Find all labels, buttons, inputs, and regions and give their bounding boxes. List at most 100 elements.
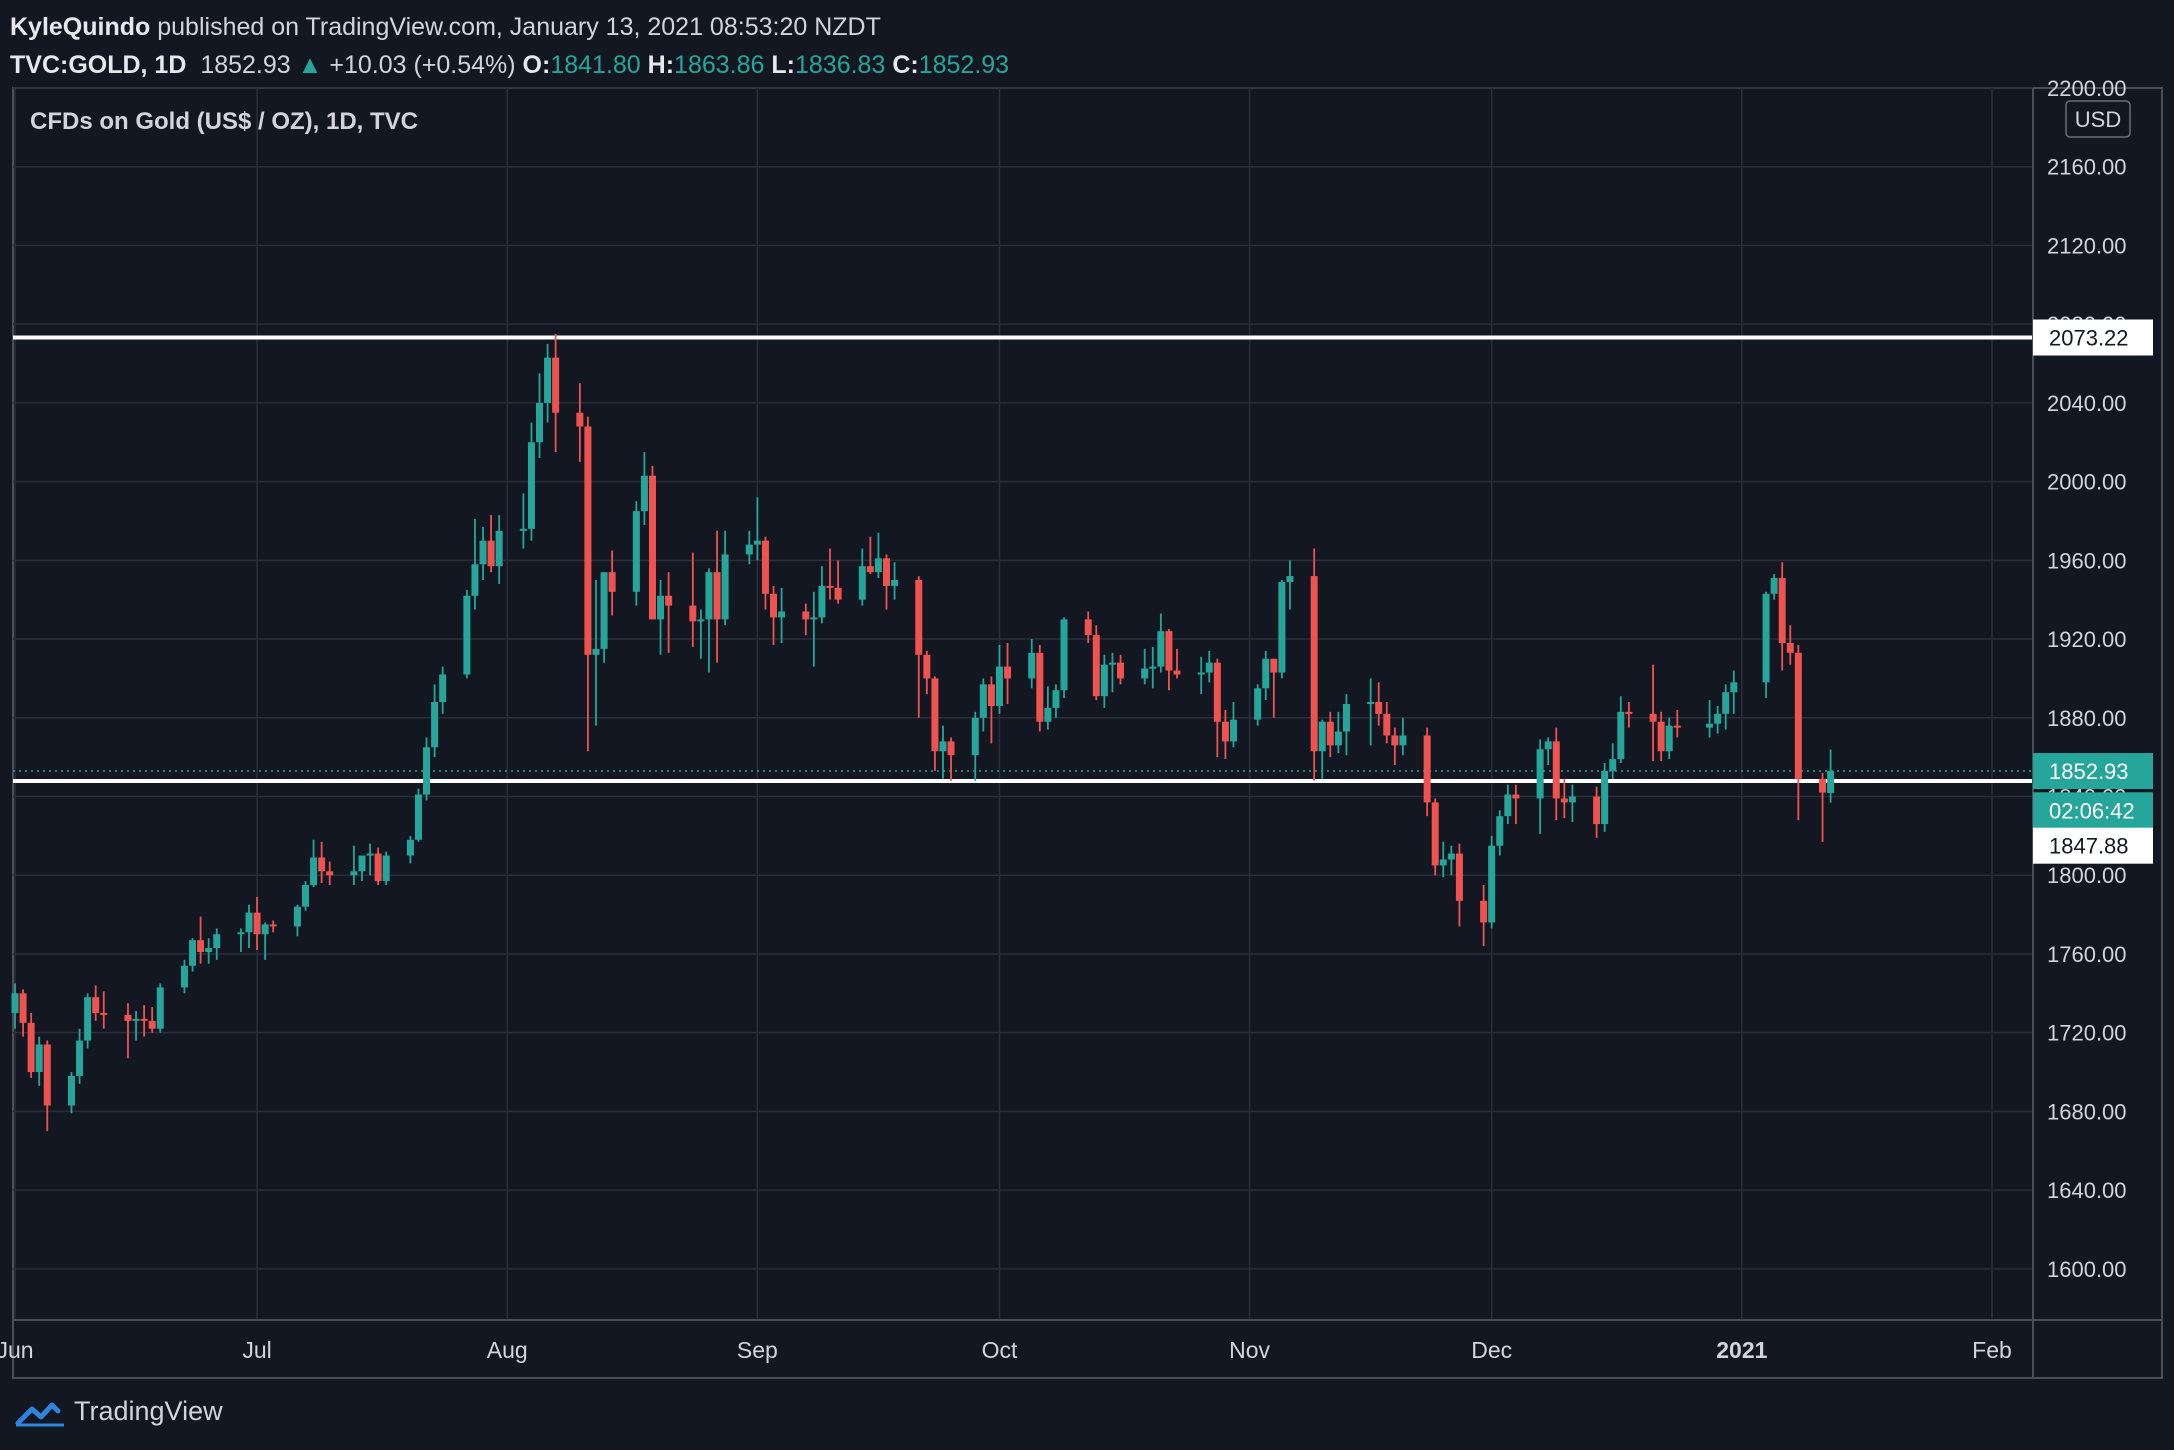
down-candle xyxy=(1657,711,1665,762)
down-candle xyxy=(713,530,721,663)
candle-body xyxy=(245,912,253,933)
candle-body xyxy=(1221,721,1229,742)
y-tick-label: 2120.00 xyxy=(2047,233,2127,258)
candle-body xyxy=(1036,652,1044,722)
candle-body xyxy=(156,987,164,1029)
up-candle xyxy=(705,568,713,673)
down-candle xyxy=(1625,702,1633,728)
candle-body xyxy=(1052,690,1060,708)
time-axis[interactable]: Jun Jul Aug Sep Oct Nov Dec 2021 Feb xyxy=(0,1337,2012,1363)
currency-button[interactable]: USD xyxy=(2065,100,2131,138)
low-value: 1836.83 xyxy=(794,51,886,79)
down-candle xyxy=(1649,664,1657,762)
down-candle xyxy=(1036,644,1044,732)
candle-body xyxy=(1197,672,1205,675)
candle-body xyxy=(1141,668,1149,679)
candle-body xyxy=(293,906,301,927)
candle-body xyxy=(463,595,471,675)
up-candle xyxy=(406,835,414,864)
price-label-tag: 1852.93 xyxy=(2033,753,2153,790)
up-candle xyxy=(1714,705,1722,734)
up-candle xyxy=(697,609,705,659)
y-tick-label: 1960.00 xyxy=(2047,548,2127,573)
candle-body xyxy=(1673,725,1681,728)
candlestick-chart[interactable]: 1600.00 1640.00 1680.00 1720.00 1760.00 1800.… xyxy=(0,0,2174,1390)
tradingview-logo[interactable]: TradingView xyxy=(14,1396,223,1427)
grid-lines xyxy=(13,87,2033,1320)
up-candle xyxy=(205,938,213,964)
down-candle xyxy=(1423,727,1431,817)
down-candle xyxy=(1819,772,1827,842)
up-candle xyxy=(67,1072,75,1114)
down-candle xyxy=(1778,562,1786,671)
candle-body xyxy=(1044,707,1052,722)
price-label-tag: 1847.88 xyxy=(2033,827,2153,864)
up-candle xyxy=(431,684,439,758)
down-candle xyxy=(1431,798,1439,876)
down-candle xyxy=(1004,642,1012,704)
candle-body xyxy=(882,558,890,586)
candle-body xyxy=(1165,631,1173,671)
price-axis[interactable]: 1600.00 1640.00 1680.00 1720.00 1760.00 1800.… xyxy=(2047,76,2127,1282)
candle-body xyxy=(705,572,713,620)
y-tick-label: 1920.00 xyxy=(2047,627,2127,652)
down-candle xyxy=(1391,727,1399,766)
up-candle xyxy=(479,526,487,581)
author-name[interactable]: KyleQuindo xyxy=(10,13,151,41)
down-candle xyxy=(923,650,931,695)
candle-body xyxy=(931,678,939,752)
up-candle xyxy=(11,983,19,1029)
up-candle xyxy=(1052,684,1060,718)
candle-body xyxy=(745,544,753,555)
up-candle xyxy=(1536,739,1544,834)
candle-body xyxy=(947,741,955,756)
candle-body xyxy=(261,924,269,935)
up-candle xyxy=(463,589,471,679)
down-candle xyxy=(197,916,205,964)
price-label-box xyxy=(2033,319,2153,356)
open-value: 1841.80 xyxy=(550,51,641,79)
up-candle xyxy=(1141,648,1149,685)
candle-body xyxy=(1762,593,1770,683)
down-candle xyxy=(1310,548,1318,781)
up-candle xyxy=(1108,652,1116,693)
close-label: C: xyxy=(892,51,919,79)
candle-body xyxy=(1770,578,1778,594)
up-candle xyxy=(1447,845,1455,876)
chart-title: CFDs on Gold (US$ / OZ), 1D, TVC xyxy=(30,108,418,135)
down-candle xyxy=(576,383,584,462)
price-label-box xyxy=(2033,827,2153,864)
high-value: 1863.86 xyxy=(674,51,765,79)
candle-body xyxy=(818,585,826,618)
candle-body xyxy=(632,511,640,592)
candle-body xyxy=(1786,642,1794,653)
up-candle xyxy=(527,422,535,541)
up-candle xyxy=(995,644,1003,714)
down-candle xyxy=(92,985,100,1021)
up-candle xyxy=(1254,684,1262,726)
x-tick-label: Dec xyxy=(1471,1337,1512,1363)
published-text: published on TradingView.com, January 13… xyxy=(157,13,881,41)
price-label-tag: 2073.22 xyxy=(2033,319,2153,356)
down-candle xyxy=(148,1007,156,1033)
symbol-label[interactable]: TVC:GOLD, 1D xyxy=(10,51,187,79)
down-candle xyxy=(584,416,592,752)
chart-frame xyxy=(12,87,2163,1379)
candle-body xyxy=(1092,635,1100,697)
up-candle xyxy=(1706,700,1714,738)
candle-body xyxy=(301,885,309,907)
candle-body xyxy=(180,965,188,988)
candle-body xyxy=(1714,713,1722,724)
price-label-text: 1852.93 xyxy=(2049,759,2129,784)
candle-body xyxy=(431,702,439,748)
candle-body xyxy=(1100,664,1108,697)
up-candle xyxy=(810,591,818,667)
candle-body xyxy=(366,853,374,856)
y-tick-label: 2160.00 xyxy=(2047,155,2127,180)
up-candle xyxy=(1100,654,1108,708)
candle-body xyxy=(1480,900,1488,923)
up-candle xyxy=(261,922,269,960)
up-candle xyxy=(1060,617,1068,699)
down-candle xyxy=(124,1003,132,1059)
down-candle xyxy=(1084,611,1092,643)
